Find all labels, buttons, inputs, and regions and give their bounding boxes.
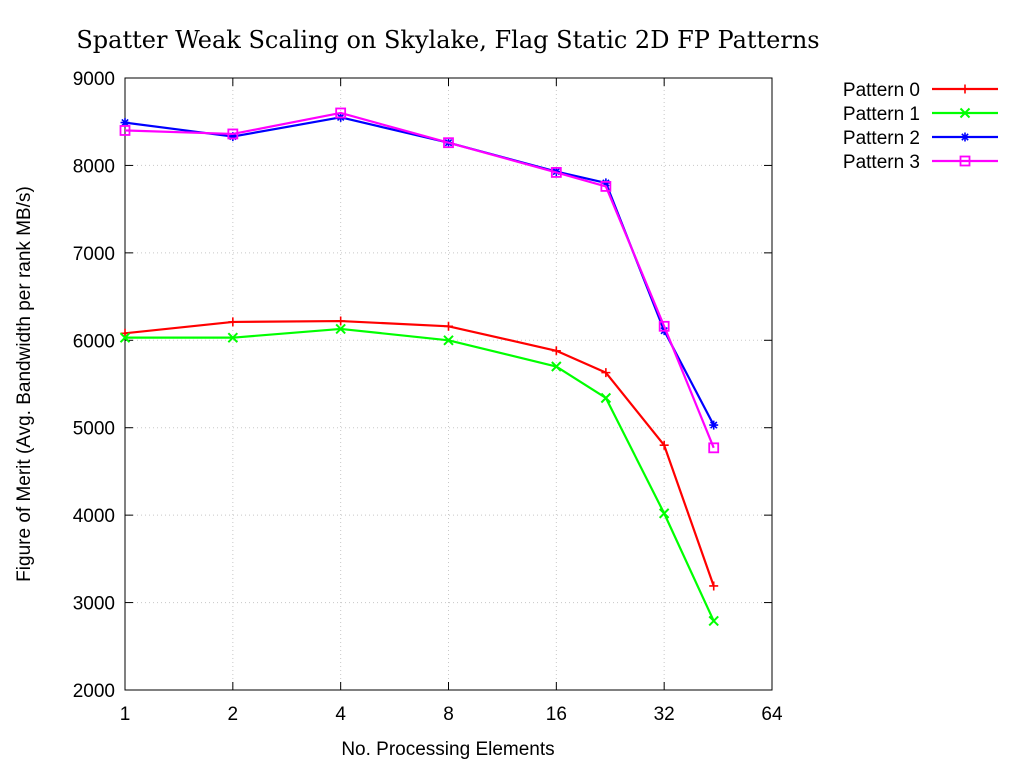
y-tick-label: 2000 (73, 681, 115, 702)
cross-marker (658, 508, 670, 519)
plus-marker (659, 440, 669, 450)
series-1 (119, 323, 719, 627)
asterisk-marker (228, 132, 238, 142)
x-tick-label: 2 (228, 704, 239, 725)
cross-marker (119, 332, 131, 343)
x-tick-label: 4 (335, 704, 346, 725)
cross-marker (227, 332, 239, 343)
legend: Pattern 0 Pattern 1 Pattern 2 Pattern 3 (843, 80, 998, 173)
x-tick-label: 16 (546, 704, 567, 725)
square-marker (335, 107, 347, 119)
square-marker (600, 181, 612, 192)
x-tick-label: 1 (120, 704, 131, 725)
legend-label: Pattern 3 (843, 152, 920, 173)
series-line (125, 327, 715, 622)
square-marker (550, 167, 562, 178)
series-2 (120, 112, 719, 430)
asterisk-marker (120, 118, 130, 128)
plus-marker (960, 84, 970, 94)
x-tick-label: 64 (761, 704, 783, 725)
y-tick-label: 3000 (73, 594, 115, 615)
cross-marker (551, 361, 562, 372)
y-tick-label: 9000 (73, 69, 115, 90)
asterisk-marker (960, 132, 970, 142)
series-layer (119, 107, 720, 627)
cross-marker (959, 107, 971, 119)
x-tick-label: 32 (654, 704, 675, 725)
y-tick-label: 4000 (73, 506, 115, 527)
plus-marker (228, 317, 238, 327)
legend-label: Pattern 2 (843, 128, 920, 149)
series-line (124, 116, 715, 426)
plus-marker (336, 316, 346, 326)
asterisk-marker (601, 178, 611, 188)
asterisk-marker (709, 420, 719, 430)
axis-ticks: 2000 3000 4000 5000 6000 7000 8000 9000 1 2 4 8 16 32… (73, 69, 783, 725)
y-tick-label: 7000 (73, 244, 115, 265)
square-marker (119, 125, 131, 136)
cross-marker (443, 335, 454, 346)
square-marker (227, 128, 239, 140)
y-axis-label: Figure of Merit (Avg. Bandwidth per rank… (14, 186, 35, 582)
square-marker (959, 155, 971, 167)
plus-marker (709, 581, 719, 591)
cross-marker (335, 323, 346, 335)
square-marker (443, 137, 454, 149)
legend-label: Pattern 0 (843, 80, 920, 101)
series-line (124, 319, 715, 587)
plus-marker (444, 321, 453, 331)
cross-marker (600, 392, 612, 404)
x-axis-label: No. Processing Elements (341, 739, 554, 760)
x-tick-label: 8 (443, 704, 454, 725)
cross-marker (708, 615, 719, 627)
y-tick-label: 6000 (73, 331, 115, 352)
square-marker (658, 320, 670, 332)
y-tick-label: 8000 (73, 156, 115, 177)
series-line (124, 111, 715, 449)
y-tick-label: 5000 (73, 419, 115, 440)
legend-label: Pattern 1 (843, 104, 920, 125)
plus-marker (601, 368, 611, 378)
series-3 (119, 107, 720, 454)
grid (125, 78, 772, 690)
series-0 (120, 316, 719, 591)
plus-marker (551, 346, 561, 356)
chart-title: Spatter Weak Scaling on Skylake, Flag St… (76, 26, 819, 54)
square-marker (708, 442, 720, 454)
